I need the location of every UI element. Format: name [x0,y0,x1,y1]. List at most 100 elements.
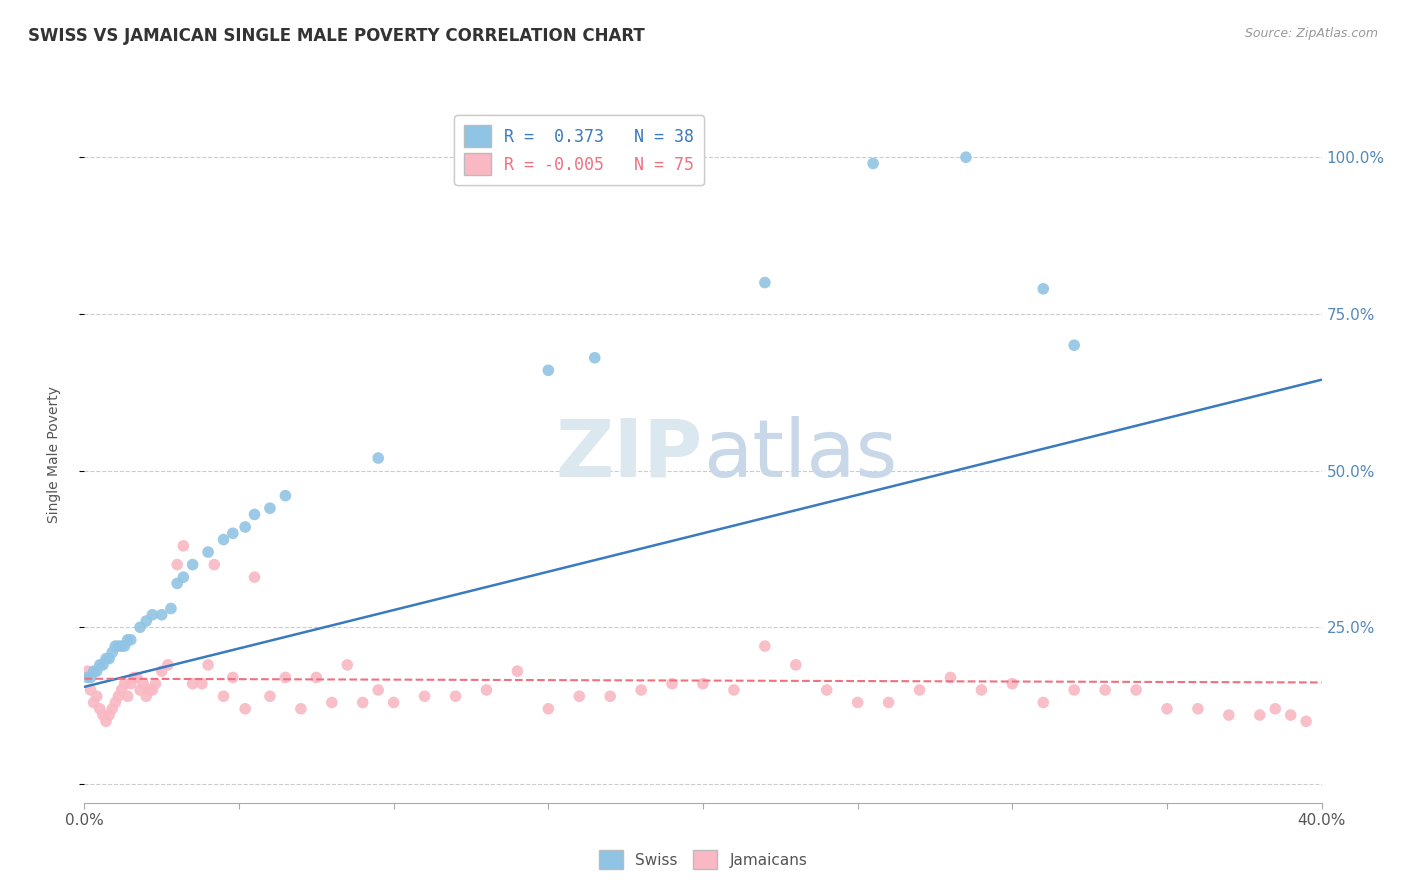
Text: Source: ZipAtlas.com: Source: ZipAtlas.com [1244,27,1378,40]
Point [243,508,266,522]
Point [141,607,163,622]
Point [955,150,977,164]
Point [91,657,114,672]
Point [1279,708,1302,723]
Point [222,670,245,684]
Point [1249,708,1271,723]
Point [862,156,884,170]
Point [129,683,152,698]
Point [908,683,931,698]
Point [135,690,157,704]
Point [212,690,235,704]
Point [79,683,101,698]
Point [1264,702,1286,716]
Point [475,683,498,698]
Point [160,601,183,615]
Point [630,683,652,698]
Y-axis label: Single Male Poverty: Single Male Poverty [46,386,60,524]
Point [166,576,188,591]
Point [233,702,256,716]
Point [1032,696,1054,710]
Point [877,696,900,710]
Point [692,676,714,690]
Point [197,657,219,672]
Point [537,363,560,377]
Point [212,533,235,547]
Point [114,639,136,653]
Point [970,683,993,698]
Point [444,690,467,704]
Point [94,714,117,729]
Point [110,639,132,653]
Point [243,570,266,584]
Point [274,489,297,503]
Point [1187,702,1209,716]
Point [191,676,214,690]
Point [352,696,374,710]
Point [939,670,962,684]
Point [172,539,194,553]
Point [86,664,108,678]
Point [568,690,591,704]
Point [222,526,245,541]
Point [181,558,204,572]
Point [367,451,389,466]
Point [104,696,127,710]
Legend: Swiss, Jamaicans: Swiss, Jamaicans [592,844,814,875]
Point [336,657,359,672]
Point [150,607,173,622]
Point [815,683,838,698]
Point [1125,683,1147,698]
Point [114,676,136,690]
Text: ZIP: ZIP [555,416,703,494]
Point [101,702,124,716]
Point [86,690,108,704]
Point [1001,676,1024,690]
Point [83,664,105,678]
Point [259,501,281,516]
Point [321,696,343,710]
Point [1218,708,1240,723]
Point [94,651,117,665]
Point [89,657,111,672]
Point [583,351,606,365]
Point [1063,338,1085,352]
Point [117,632,139,647]
Point [506,664,529,678]
Point [120,632,142,647]
Point [661,676,683,690]
Point [132,676,155,690]
Point [98,651,121,665]
Point [83,696,105,710]
Point [846,696,869,710]
Point [89,702,111,716]
Point [107,639,129,653]
Point [1063,683,1085,698]
Point [202,558,225,572]
Point [1295,714,1317,729]
Point [172,570,194,584]
Point [76,664,98,678]
Point [156,657,179,672]
Point [197,545,219,559]
Point [79,670,101,684]
Point [98,708,121,723]
Text: atlas: atlas [703,416,897,494]
Point [138,683,160,698]
Point [413,690,436,704]
Point [754,639,776,653]
Point [120,676,142,690]
Point [367,683,389,698]
Point [107,690,129,704]
Point [785,657,807,672]
Point [141,683,163,698]
Point [101,645,124,659]
Text: SWISS VS JAMAICAN SINGLE MALE POVERTY CORRELATION CHART: SWISS VS JAMAICAN SINGLE MALE POVERTY CO… [28,27,645,45]
Point [274,670,297,684]
Point [599,690,621,704]
Point [91,708,114,723]
Point [233,520,256,534]
Point [76,670,98,684]
Point [166,558,188,572]
Point [129,620,152,634]
